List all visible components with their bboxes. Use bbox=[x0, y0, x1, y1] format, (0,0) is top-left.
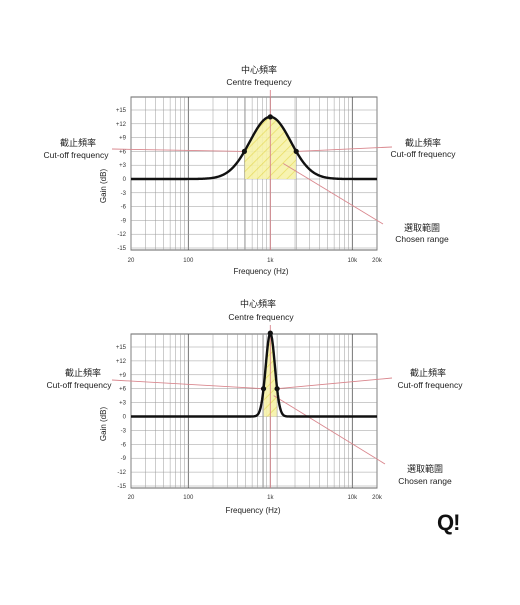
cutoff-left-label-zh: 截止頻率 bbox=[65, 367, 101, 378]
cutoff-point-left bbox=[241, 148, 247, 154]
x-tick-label: 20k bbox=[372, 258, 383, 264]
y-tick-label: -6 bbox=[121, 205, 127, 211]
centre-point bbox=[267, 330, 273, 336]
centre-point bbox=[267, 114, 273, 120]
range-label-en: Chosen range bbox=[398, 476, 452, 486]
y-tick-label: +12 bbox=[116, 359, 127, 365]
range-label-en: Chosen range bbox=[395, 234, 449, 244]
x-tick-label: 20k bbox=[372, 495, 383, 501]
y-tick-label: +9 bbox=[119, 373, 127, 379]
y-tick-label: +6 bbox=[119, 387, 127, 393]
y-tick-label: -15 bbox=[117, 484, 126, 490]
cutoff-left-pointer bbox=[111, 379, 264, 390]
y-tick-label: 0 bbox=[123, 415, 127, 421]
range-label-zh: 選取範圍 bbox=[404, 222, 440, 233]
y-tick-label: +15 bbox=[116, 345, 127, 351]
brand-logo: Q! bbox=[437, 510, 460, 535]
cutoff-point-right bbox=[274, 386, 280, 392]
y-tick-label: -12 bbox=[117, 470, 126, 476]
centre-label-zh: 中心頻率 bbox=[241, 64, 277, 75]
range-pointer bbox=[273, 395, 386, 465]
y-tick-label: +15 bbox=[116, 108, 127, 114]
eq-panel-wide: 中心頻率 Centre frequency 截止頻率 Cut-off frequ… bbox=[43, 64, 456, 276]
cutoff-left-label-en: Cut-off frequency bbox=[43, 150, 109, 160]
cutoff-right-pointer bbox=[277, 377, 393, 390]
cutoff-left-pointer bbox=[111, 148, 245, 152]
y-axis-title: Gain (dB) bbox=[99, 169, 108, 204]
x-tick-label: 100 bbox=[183, 495, 194, 501]
x-axis-title: Frequency (Hz) bbox=[225, 506, 280, 515]
centre-label-en: Centre frequency bbox=[226, 77, 292, 87]
eq-response-curve bbox=[130, 115, 378, 181]
eq-response-curve bbox=[130, 331, 378, 418]
cutoff-point-left bbox=[260, 386, 267, 392]
y-tick-label: +3 bbox=[119, 163, 127, 169]
y-tick-label: -9 bbox=[121, 456, 127, 462]
x-tick-label: 10k bbox=[347, 495, 358, 501]
cutoff-right-label-zh: 截止頻率 bbox=[410, 367, 446, 378]
y-tick-label: +9 bbox=[119, 136, 127, 142]
cutoff-left-label-en: Cut-off frequency bbox=[46, 380, 112, 390]
y-axis-title: Gain (dB) bbox=[99, 407, 108, 442]
grid bbox=[130, 96, 378, 251]
eq-panel-narrow: 中心頻率 Centre frequency 截止頻率 Cut-off frequ… bbox=[46, 298, 463, 515]
x-tick-label: 20 bbox=[128, 495, 135, 501]
grid bbox=[130, 333, 378, 489]
y-tick-label: -3 bbox=[121, 191, 127, 197]
plot-frame bbox=[130, 333, 378, 489]
y-tick-label: -9 bbox=[121, 218, 127, 224]
y-tick-label: +6 bbox=[119, 149, 127, 155]
y-tick-label: +3 bbox=[119, 401, 127, 407]
y-tick-label: -3 bbox=[121, 428, 127, 434]
cutoff-point-right bbox=[293, 148, 299, 154]
cutoff-right-label-zh: 截止頻率 bbox=[405, 137, 441, 148]
y-tick-label: -6 bbox=[121, 442, 127, 448]
cutoff-right-label-en: Cut-off frequency bbox=[397, 380, 463, 390]
x-tick-label: 1k bbox=[267, 495, 274, 501]
cutoff-right-label-en: Cut-off frequency bbox=[390, 149, 456, 159]
cutoff-left-label-zh: 截止頻率 bbox=[60, 137, 96, 148]
centre-label-en: Centre frequency bbox=[228, 312, 294, 322]
y-tick-label: +12 bbox=[116, 122, 127, 128]
y-tick-label: 0 bbox=[123, 177, 127, 183]
range-pointer bbox=[283, 163, 384, 225]
y-tick-label: -12 bbox=[117, 232, 126, 238]
centre-label-zh: 中心頻率 bbox=[240, 298, 276, 309]
cutoff-right-pointer bbox=[296, 146, 393, 152]
y-tick-label: -15 bbox=[117, 246, 126, 252]
x-axis-title: Frequency (Hz) bbox=[233, 267, 288, 276]
x-tick-label: 20 bbox=[128, 258, 135, 264]
x-tick-label: 100 bbox=[183, 258, 194, 264]
range-label-zh: 選取範圍 bbox=[407, 463, 443, 474]
x-tick-label: 1k bbox=[267, 258, 274, 264]
x-tick-label: 10k bbox=[347, 258, 358, 264]
